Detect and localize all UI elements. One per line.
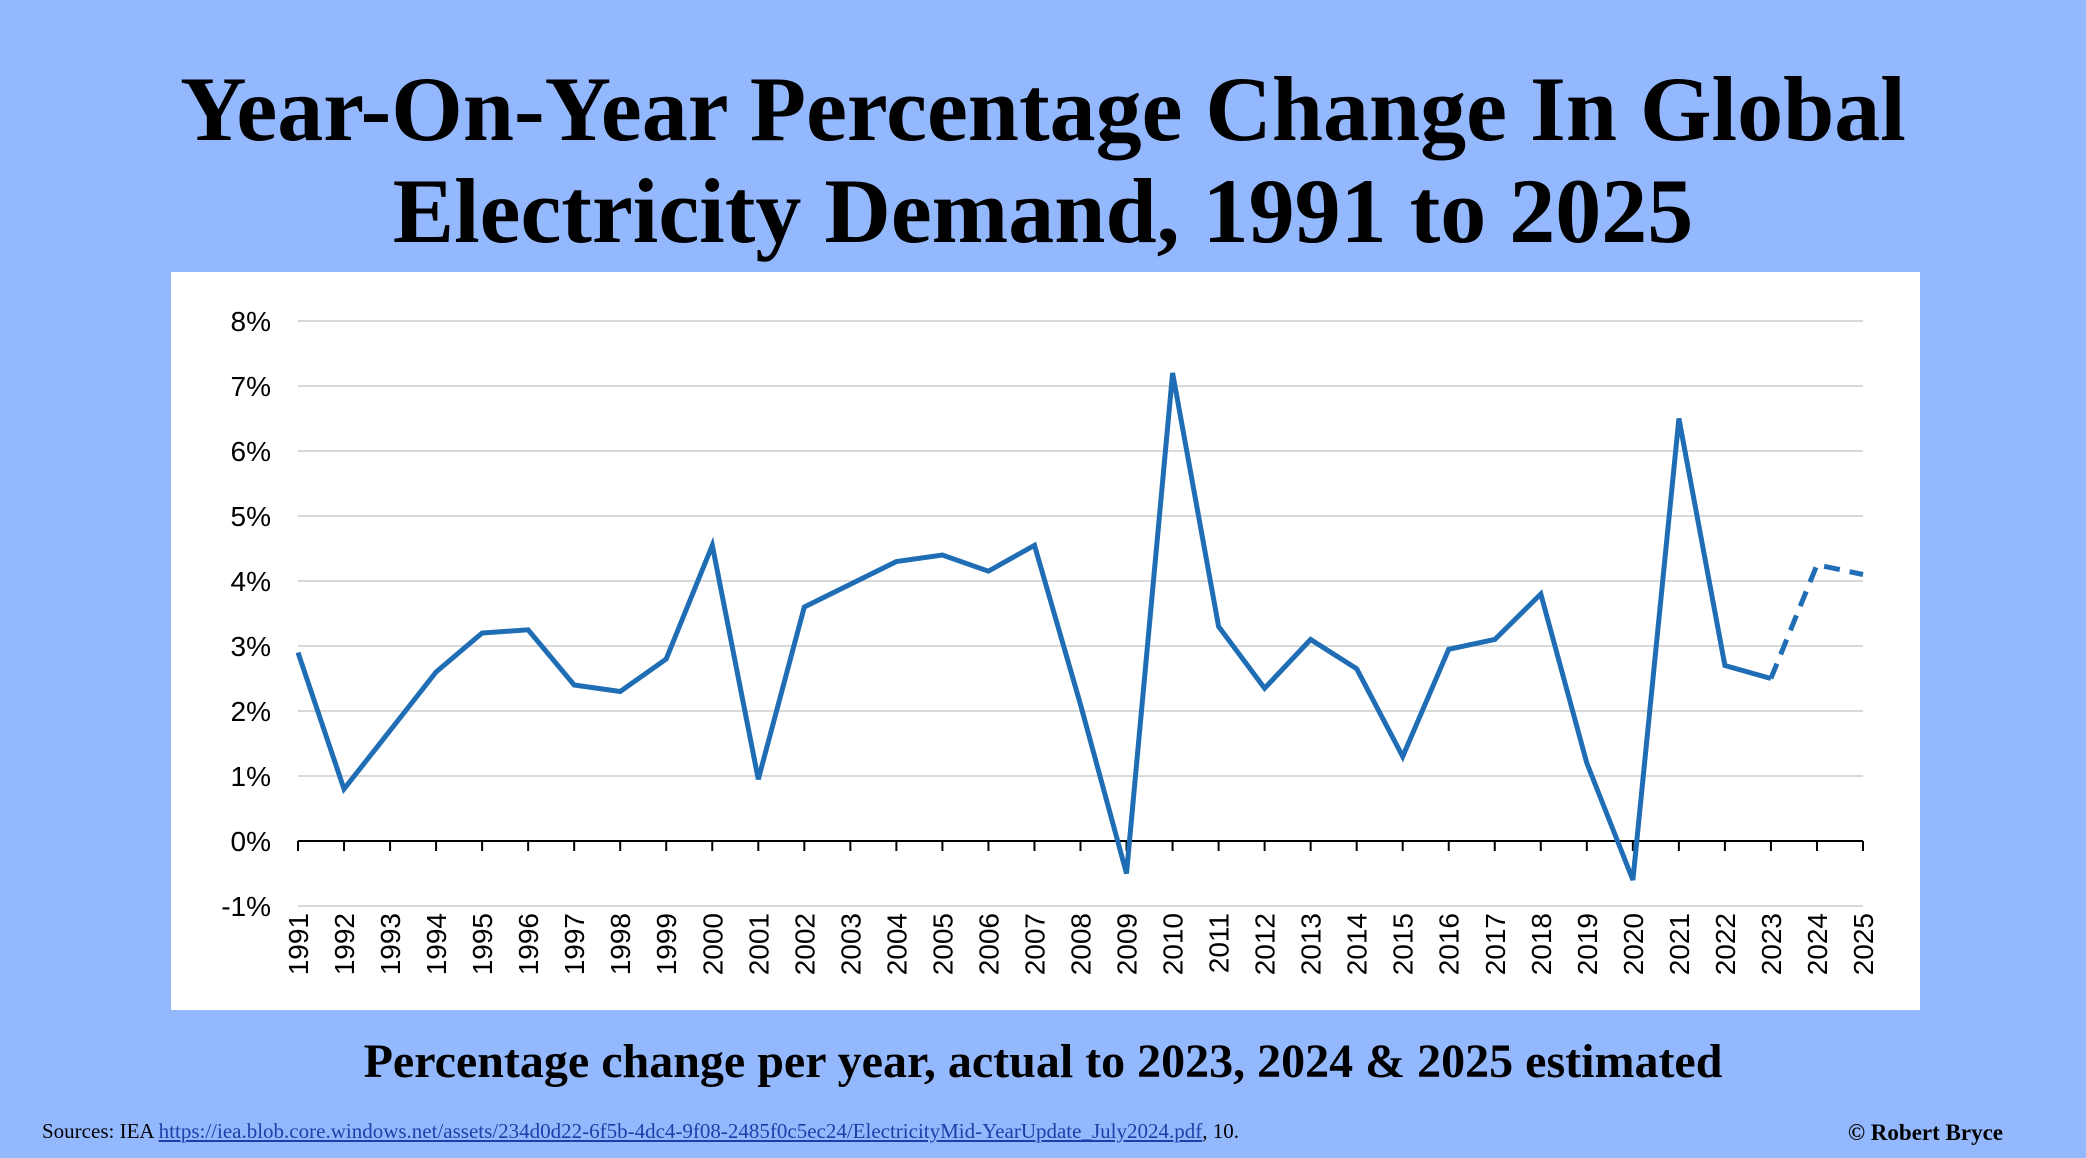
x-tick-label: 1997 [559, 913, 590, 975]
x-tick-label: 2001 [743, 913, 774, 975]
x-tick-label: 2016 [1434, 913, 1465, 975]
line-chart: -1% 0% 1% 2% 3% 4% 5% 6% 7% 8% 1991 1992 1993 1994 199… [221, 306, 1879, 975]
x-tick-label: 2008 [1066, 913, 1097, 975]
x-tick-label: 2014 [1342, 913, 1373, 975]
x-tick-label: 2017 [1480, 913, 1511, 975]
x-tick-label: 1998 [605, 913, 636, 975]
x-tick-label: 2015 [1388, 913, 1419, 975]
y-tick-label: -1% [221, 891, 271, 922]
y-tick-label: 8% [231, 306, 271, 337]
y-tick-label: 0% [231, 826, 271, 857]
x-tick-label: 2005 [927, 913, 958, 975]
sources-note: Sources: IEA https://iea.blob.core.windo… [42, 1118, 1239, 1144]
chart-title: Year-On-Year Percentage Change In Global… [0, 58, 2086, 262]
x-tick-label: 2004 [881, 913, 912, 975]
x-tick-label: 1993 [375, 913, 406, 975]
chart-title-line-1: Year-On-Year Percentage Change In Global [180, 58, 1906, 160]
y-tick-label: 7% [231, 371, 271, 402]
x-tick-label: 2022 [1710, 913, 1741, 975]
x-tick-label: 2002 [789, 913, 820, 975]
x-tick-label: 1994 [421, 913, 452, 975]
x-tick-label: 1995 [467, 913, 498, 975]
y-tick-label: 3% [231, 631, 271, 662]
x-tick-label: 2011 [1204, 913, 1235, 973]
x-tick-label: 2019 [1572, 913, 1603, 975]
y-tick-label: 6% [231, 436, 271, 467]
x-tick-label: 2021 [1664, 913, 1695, 975]
y-tick-label: 5% [231, 501, 271, 532]
x-tick-label: 2006 [973, 913, 1004, 975]
chart-title-line-2: Electricity Demand, 1991 to 2025 [392, 160, 1694, 262]
sources-link[interactable]: https://iea.blob.core.windows.net/assets… [158, 1119, 1203, 1143]
x-tick-label: 1991 [283, 913, 314, 975]
x-tick-label: 2013 [1296, 913, 1327, 975]
x-tick-label: 2020 [1618, 913, 1649, 975]
x-tick-label: 2009 [1112, 913, 1143, 975]
x-tick-label: 2010 [1158, 913, 1189, 975]
series-line-estimated [1768, 561, 1864, 680]
series-line-actual [295, 372, 1772, 881]
x-tick-label: 2000 [697, 913, 728, 975]
x-tick-label: 2007 [1019, 913, 1050, 975]
x-tick-label: 2012 [1250, 913, 1281, 975]
sources-suffix: , 10. [1202, 1119, 1239, 1143]
x-tick-label: 1996 [513, 913, 544, 975]
y-tick-label: 4% [231, 566, 271, 597]
x-tick-label: 2025 [1848, 913, 1879, 975]
x-tick-label: 2018 [1526, 913, 1557, 975]
chart-panel: -1% 0% 1% 2% 3% 4% 5% 6% 7% 8% 1991 1992 1993 1994 199… [171, 272, 1920, 1010]
x-tick-label: 2024 [1802, 913, 1833, 975]
x-tick-label: 2023 [1756, 913, 1787, 975]
y-tick-label: 2% [231, 696, 271, 727]
copyright-credit: © Robert Bryce [1847, 1120, 2003, 1145]
sources-prefix: Sources: IEA [42, 1119, 159, 1143]
x-tick-label: 2003 [835, 913, 866, 975]
x-tick-label: 1999 [651, 913, 682, 975]
y-tick-label: 1% [231, 761, 271, 792]
chart-subtitle: Percentage change per year, actual to 20… [363, 1035, 1723, 1088]
x-tick-label: 1992 [329, 913, 360, 975]
